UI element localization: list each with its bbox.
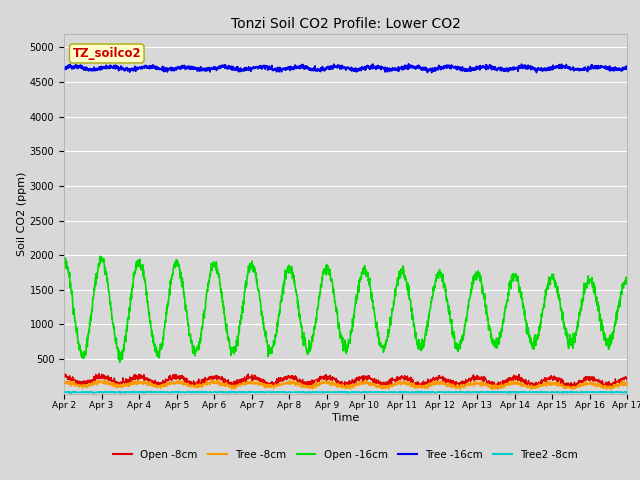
Open -8cm [319,373,327,379]
Open -8cm [623,376,631,382]
Tree -16cm [623,63,631,69]
Open -16cm [116,360,124,365]
Tree -16cm [334,62,342,68]
Tree -16cm [319,66,327,72]
Tree -16cm [60,67,68,72]
Open -8cm [607,382,615,387]
Tree -16cm [404,61,412,67]
Tree -16cm [607,66,615,72]
Title: Tonzi Soil CO2 Profile: Lower CO2: Tonzi Soil CO2 Profile: Lower CO2 [230,17,461,31]
Tree -8cm [623,380,631,386]
Text: TZ_soilco2: TZ_soilco2 [72,47,141,60]
Open -16cm [607,336,615,342]
Open -8cm [493,386,501,392]
Tree -8cm [334,380,342,386]
Tree2 -8cm [623,389,631,395]
Tree -8cm [207,377,214,383]
Tree2 -8cm [504,390,511,396]
Tree -8cm [60,380,68,385]
Line: Open -8cm: Open -8cm [64,373,627,389]
Open -8cm [334,380,342,385]
Tree -8cm [89,382,97,387]
Open -16cm [89,296,97,302]
Tree2 -8cm [130,388,138,394]
Open -16cm [504,293,512,299]
Open -8cm [95,371,103,376]
Tree2 -8cm [334,389,342,395]
Open -16cm [60,258,68,264]
Tree2 -8cm [60,389,68,395]
Tree -16cm [607,68,615,73]
Tree -8cm [607,387,615,393]
Tree -16cm [89,68,97,73]
Tree -16cm [428,70,435,75]
Tree2 -8cm [607,389,615,395]
Open -8cm [60,373,68,379]
Tree -16cm [504,69,512,74]
Line: Tree -8cm: Tree -8cm [64,380,627,390]
Y-axis label: Soil CO2 (ppm): Soil CO2 (ppm) [17,171,27,256]
Open -8cm [89,377,97,383]
Tree2 -8cm [607,389,615,395]
Open -8cm [607,383,615,388]
X-axis label: Time: Time [332,413,359,423]
Line: Tree2 -8cm: Tree2 -8cm [64,391,627,394]
Tree2 -8cm [559,391,566,396]
Open -16cm [319,271,327,276]
Tree -8cm [504,381,511,387]
Open -8cm [504,379,512,385]
Tree2 -8cm [89,389,97,395]
Tree -8cm [607,385,615,391]
Line: Tree -16cm: Tree -16cm [64,64,627,72]
Tree -8cm [607,383,614,389]
Open -16cm [607,340,615,346]
Tree -8cm [319,381,327,386]
Legend: Open -8cm, Tree -8cm, Open -16cm, Tree -16cm, Tree2 -8cm: Open -8cm, Tree -8cm, Open -16cm, Tree -… [109,445,582,464]
Open -16cm [335,324,342,330]
Open -16cm [623,280,631,286]
Open -16cm [97,253,104,259]
Line: Open -16cm: Open -16cm [64,256,627,362]
Tree2 -8cm [319,389,327,395]
